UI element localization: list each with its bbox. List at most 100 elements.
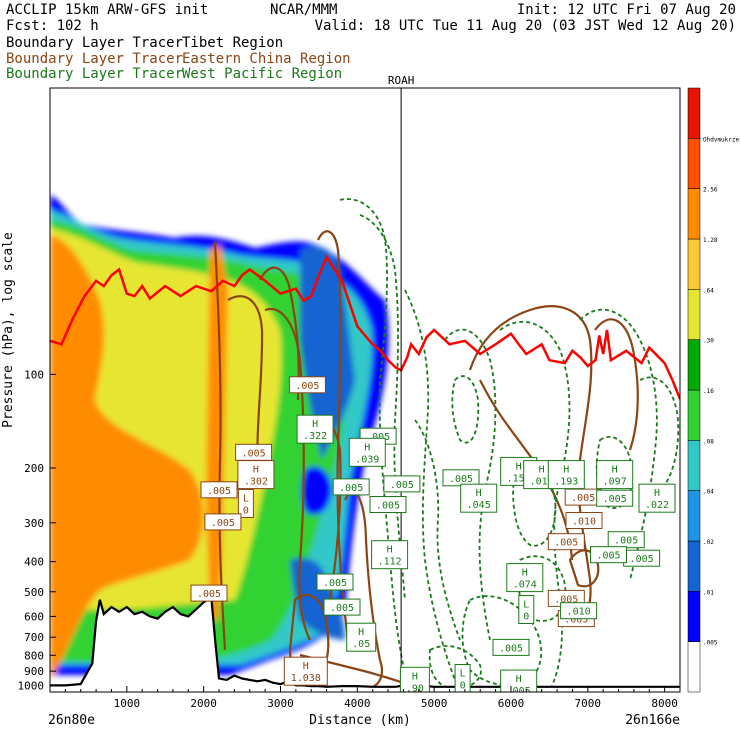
- contour-label-text: .074: [513, 580, 537, 591]
- contour-label-box: [547, 460, 585, 490]
- wp-contour-d: [414, 419, 461, 641]
- x-tick-label: 1000: [114, 697, 141, 710]
- contour-label: H.90: [399, 666, 430, 692]
- contour-label-text: .097: [603, 477, 627, 488]
- contour-label-box: [204, 513, 242, 531]
- center-label: NCAR/MMM: [270, 2, 337, 18]
- contour-label-box: [348, 437, 386, 467]
- colorbar-label: .30: [703, 338, 714, 345]
- contour-label-box: [237, 460, 275, 490]
- x-tick-label: 3000: [267, 697, 294, 710]
- contour-label: .005: [369, 496, 407, 513]
- wp-contour-e: [444, 328, 497, 641]
- contour-label-box: [200, 481, 238, 499]
- colorbar-swatch: [687, 641, 701, 693]
- footer-right: 26n166e: [625, 713, 680, 728]
- contour-label-text: .005: [564, 615, 588, 626]
- contour-label-text: .005: [499, 643, 523, 654]
- colorbar-swatch: [687, 188, 701, 240]
- contour-label: .005: [204, 513, 242, 531]
- colorbar-swatch: [687, 389, 701, 441]
- contour-label: .005: [607, 531, 645, 549]
- colorbar-swatch: [687, 591, 701, 642]
- tropopause-line: [50, 254, 680, 400]
- wp-contour-b: [359, 214, 406, 601]
- tibet-band-blue-column: [300, 246, 355, 460]
- contour-label-text: .005: [242, 448, 266, 459]
- contour-label: H.322: [296, 414, 334, 444]
- contour-label-text: .005: [197, 589, 221, 600]
- contour-label: .005: [190, 584, 228, 602]
- contour-label-text: .039: [355, 454, 379, 465]
- wp-contour-i: [579, 308, 658, 581]
- y-tick-label: 500: [24, 586, 44, 599]
- contour-label: .005: [623, 549, 661, 567]
- ec-contour-l: [594, 318, 639, 451]
- contour-label-text: H: [253, 465, 259, 476]
- colorbar-label: .01: [703, 589, 714, 596]
- y-tick-label: 200: [24, 462, 44, 475]
- contour-label-text: 0: [523, 612, 529, 623]
- contour-label-text: .193: [554, 477, 578, 488]
- contour-label-box: [237, 489, 254, 518]
- contour-label-text: 0: [243, 506, 249, 517]
- contour-label: .005: [492, 638, 530, 656]
- contour-label-box: [565, 512, 603, 529]
- contour-label-text: H: [358, 627, 364, 638]
- x-tick-label: 8000: [651, 697, 678, 710]
- contour-label: .005: [442, 469, 480, 487]
- contour-label-text: .005: [571, 493, 595, 504]
- contour-label-text: H: [516, 674, 522, 685]
- contour-label-text: H: [654, 488, 660, 499]
- x-tick-label: 2000: [190, 697, 217, 710]
- contour-label: H.097: [596, 460, 634, 490]
- plot-frame: [49, 87, 681, 693]
- contour-label: H.112: [371, 540, 409, 570]
- contour-label-text: H: [303, 661, 309, 672]
- colorbar-label: .64: [703, 287, 714, 294]
- contour-label: L0: [454, 664, 471, 692]
- contour-label: .005: [383, 475, 421, 493]
- contour-label-box: [323, 598, 361, 616]
- contour-label: H1.038: [283, 656, 328, 686]
- wp-contour-h: [512, 465, 557, 547]
- contour-label-text: H: [539, 465, 545, 476]
- contour-label-box: [596, 460, 634, 490]
- contour-label-box: [518, 595, 535, 624]
- y-tick-label: 900: [24, 665, 44, 678]
- contour-label: .005: [200, 481, 238, 499]
- contour-label-text: .022: [645, 500, 669, 511]
- contour-label-text: H: [387, 545, 393, 556]
- contour-label-text: L: [460, 669, 466, 680]
- x-axis-label: Distance (km): [309, 713, 411, 728]
- contour-label-text: .005: [554, 538, 578, 549]
- y-tick-label: 400: [24, 556, 44, 569]
- contour-label-box: [296, 414, 334, 444]
- x-tick-label: 5000: [421, 697, 448, 710]
- contour-label-text: .302: [244, 477, 268, 488]
- ec-contour-d: [264, 307, 311, 641]
- contour-label-text: .005: [614, 536, 638, 547]
- contour-label: .005: [596, 489, 634, 507]
- contour-label-box: [492, 638, 530, 656]
- y-tick-label: 100: [24, 368, 44, 381]
- contour-label-text: .005: [366, 432, 390, 443]
- contour-label: .010: [560, 602, 598, 620]
- contour-label-text: .005: [630, 554, 654, 565]
- contour-label-text: .005: [207, 486, 231, 497]
- contour-label-text: .005: [390, 480, 414, 491]
- contour-label-text: .005: [211, 518, 235, 529]
- legend-tibet-region: Tibet Region: [182, 35, 283, 51]
- contour-label-text: .322: [303, 431, 327, 442]
- contour-label-text: .005: [339, 483, 363, 494]
- x-tick-label: 6000: [498, 697, 525, 710]
- legend-tibet-name: Boundary Layer Tracer: [6, 35, 183, 51]
- west-pacific-contours: [339, 198, 680, 691]
- footer-left: 26n80e: [48, 713, 95, 728]
- contour-label: H.022: [638, 483, 676, 513]
- contour-label: .005: [564, 488, 602, 506]
- colorbar-label: .005: [703, 640, 718, 647]
- colorbar-swatch: [687, 490, 701, 542]
- contour-label-box: [399, 666, 430, 692]
